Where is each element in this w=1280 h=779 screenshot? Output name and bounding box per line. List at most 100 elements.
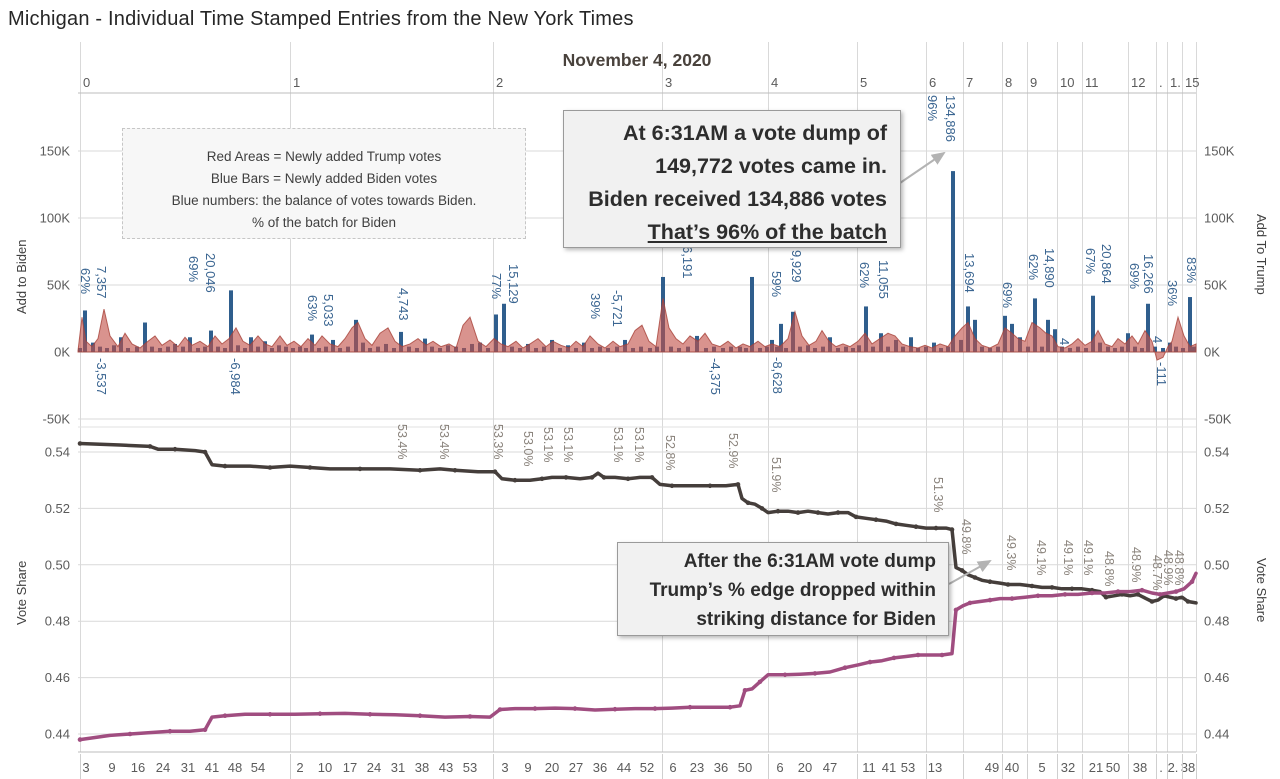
biden-share-line-marker [782,672,788,678]
hour-tick-label: 3 [665,75,672,90]
legend-line-numbers: Blue numbers: the balance of votes towar… [171,193,477,208]
trump-share-line-marker [649,475,655,480]
bar-value-label: 134,886 [943,95,958,142]
bar-value-label: 5,033 [321,294,336,327]
trump-area [77,298,1197,361]
share-tick-label-right: 0.44 [1204,727,1229,742]
trump-share-line-marker [987,579,993,584]
bar-value-label: 96% [925,95,940,121]
biden-bar [1188,297,1192,352]
annotation-vote-dump: At 6:31AM a vote dump of 149,772 votes c… [563,110,901,248]
biden-share-line-marker [417,713,423,718]
biden-share-line-marker [1009,596,1015,601]
negative-value-label: -6,984 [228,358,243,395]
k-tick-label-left: 150K [40,144,71,159]
biden-share-line-marker [1139,587,1145,593]
biden-share-line-marker [867,659,873,665]
share-tick-label-left: 0.46 [45,670,70,685]
bar-value-label: 11,055 [876,260,891,299]
bar-value-label: 14,890 [1042,248,1057,288]
minute-tick-label: 54 [251,760,265,775]
share-tick-label-left: 0.48 [45,614,70,629]
minute-tick-label: 9 [108,760,115,775]
bar-value-label: 69% [186,256,201,282]
bar-value-label: 13,694 [962,253,977,293]
k-tick-label-right: 50K [1204,278,1227,293]
biden-share-line-marker [742,688,748,693]
trump-share-line-marker [539,476,545,482]
hour-tick-label: 7 [966,75,973,90]
hour-tick-label: 5 [860,75,867,90]
biden-share-line-marker [572,706,578,711]
biden-share-line-marker [1157,592,1163,597]
hour-tick-label: 9 [1030,75,1037,90]
trump-share-line-marker [267,465,273,470]
minute-tick-label: 11 [862,760,876,775]
biden-bar [229,290,233,352]
trump-share-line-marker [775,508,781,514]
k-tick-label-right: 150K [1204,144,1235,159]
share-value-label: 48.8% [1102,551,1116,586]
share-tick-label-left: 0.44 [45,727,70,742]
annotation-line: Trump’s % edge dropped within [649,580,936,601]
bar-value-label: 62% [1026,254,1041,280]
minute-tick-label: 21 [1089,760,1103,775]
trump-share-line-marker [835,510,841,515]
minute-tick-label: 17 [343,760,357,775]
hour-tick-label: 2 [496,75,503,90]
biden-share-line-marker [727,704,733,710]
biden-share-line-marker [1062,592,1068,597]
trump-share-line-marker [625,476,631,482]
axis-title-vote-share-left: Vote Share [14,560,29,625]
minute-tick-label: 3 [501,760,508,775]
trump-share-line-marker [853,514,859,520]
trump-share-line-marker [1049,585,1055,590]
trump-share-line-marker [1185,599,1191,604]
negative-value-label: -8,628 [770,357,785,394]
biden-share-line-marker [812,671,818,676]
hour-tick-label: 10 [1060,75,1074,90]
minute-tick-label: 6 [776,760,783,775]
legend-box: Red Areas = Newly added Trump votes Blue… [122,128,526,239]
biden-bar [864,306,868,352]
negative-value-label: -4,375 [708,358,723,395]
share-value-label: 53.4% [437,424,451,459]
share-tick-label-left: 0.52 [45,501,70,516]
arrow-vote-dump [899,151,946,184]
biden-bar [502,303,506,352]
trump-share-line-marker [1103,594,1109,600]
biden-share-line-marker [953,607,959,613]
share-value-label: 53.1% [632,427,646,462]
biden-share-line-marker [1173,589,1179,594]
annotation-line: Biden received 134,886 votes [588,187,887,211]
bar-value-label: 4 [1057,338,1072,345]
share-value-label: 48.9% [1161,550,1175,585]
minute-tick-label: 13 [928,760,942,775]
minute-tick-label: 53 [463,760,477,775]
hour-tick-label: 11 [1085,75,1099,90]
trump-share-line-marker [815,510,821,515]
share-value-label: 49.1% [1081,540,1095,575]
minute-tick-label: 20 [545,760,559,775]
minute-tick-label: 41 [882,760,896,775]
biden-share-line-marker [757,679,763,685]
minute-tick-label: 44 [617,760,631,775]
trump-share-line-marker [893,521,899,527]
minute-tick-label: 24 [156,760,170,775]
bar-value-label: 36% [1165,280,1180,306]
minute-tick-label: 23 [690,760,704,775]
biden-share-line-marker [367,712,373,717]
hour-tick-label: . [1159,75,1163,90]
minute-tick-label: 16 [131,760,145,775]
biden-share-line-marker [915,652,921,658]
biden-bar [973,319,977,352]
minute-tick-label: 3 [82,760,89,775]
trump-share-line-marker [735,482,741,487]
trump-share-line-marker [202,449,208,455]
minute-tick-label: 50 [738,760,752,775]
share-value-label: 49.8% [959,519,973,554]
biden-bar [951,171,955,352]
trump-share-line-marker [933,525,939,531]
biden-share-line-marker [497,707,503,712]
